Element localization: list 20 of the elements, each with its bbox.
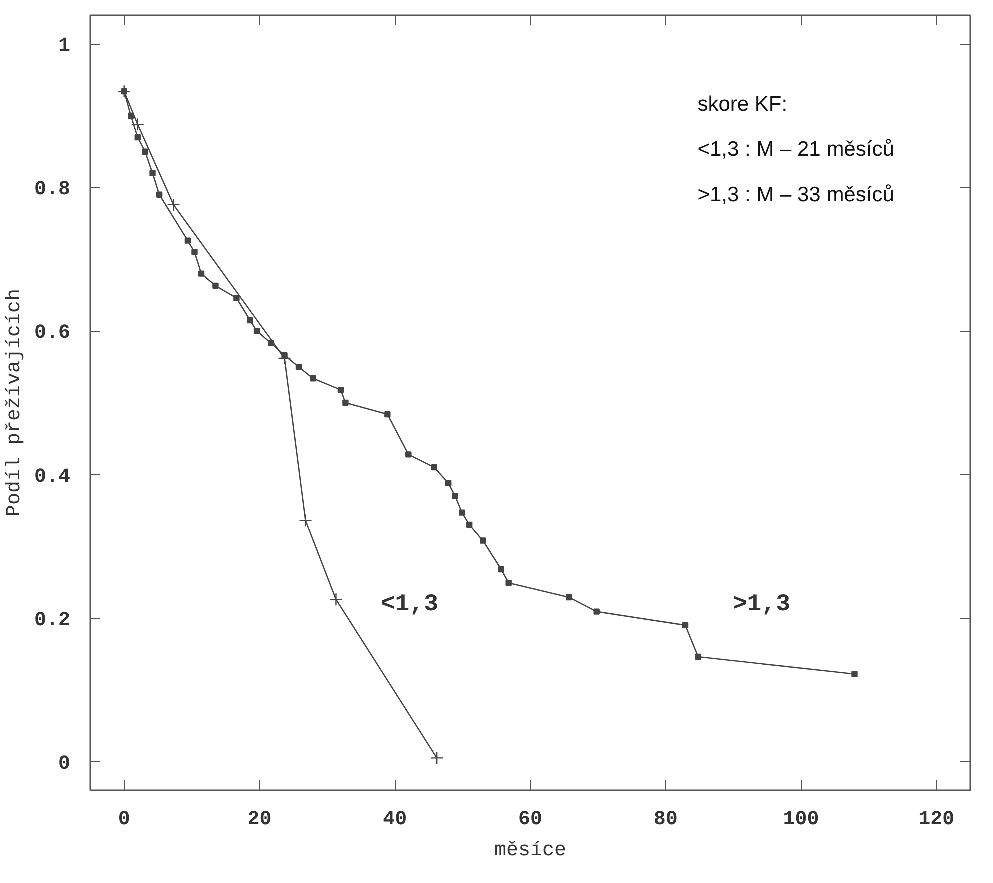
x-tick-label: 100 [783, 808, 820, 832]
series-label: <1,3 [380, 591, 439, 618]
x-tick-label: 60 [518, 808, 543, 832]
y-tick-label: 1 [58, 35, 71, 58]
annotation: <1,3 : M – 21 měsíců [698, 138, 894, 162]
y-tick-label: 0.6 [34, 322, 71, 346]
y-tick-label: 0.8 [34, 178, 71, 202]
x-tick-label: 20 [248, 808, 272, 832]
y-tick-label: 0 [58, 752, 71, 776]
x-tick-label: 80 [654, 808, 678, 832]
y-tick-label: 0.2 [34, 609, 71, 632]
y-axis-title: Podíl přežívajících [3, 288, 26, 518]
x-axis-title: měsíce [494, 840, 567, 862]
x-tick-label: 120 [918, 808, 955, 832]
series-label: >1,3 [732, 591, 791, 618]
y-tick-label: 0.4 [34, 466, 71, 489]
x-tick-label: 40 [383, 808, 408, 832]
annotation: >1,3 : M – 33 měsíců [698, 183, 894, 206]
x-tick-label: 0 [118, 808, 130, 832]
annotation: skore KF: [698, 92, 788, 116]
